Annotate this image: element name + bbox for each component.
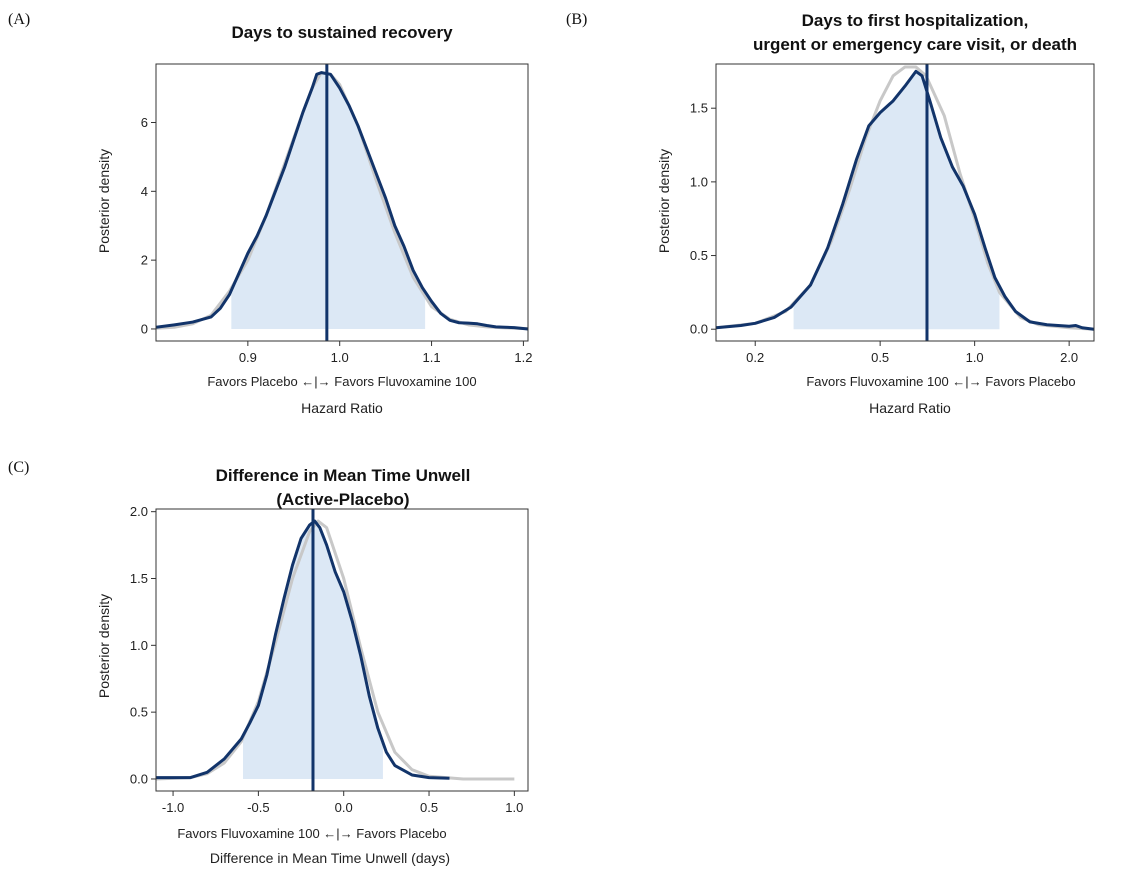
panel-b-title-line-1: Days to first hospitalization, [802, 11, 1029, 30]
panel-a-label: (A) [8, 11, 30, 28]
prior-density-line [156, 519, 515, 781]
panel-b: (B) Days to first hospitalization, urgen… [566, 11, 1095, 416]
x-tick-label: 0.0 [335, 800, 353, 815]
panel-c-y-axis-label: Posterior density [96, 594, 112, 698]
panel-b-direction-note: Favors Fluvoxamine 100 ←|→ Favors Placeb… [806, 374, 1075, 389]
panel-c-x-axis-label: Difference in Mean Time Unwell (days) [210, 850, 450, 866]
panel-b-x-axis-label: Hazard Ratio [869, 400, 951, 416]
y-tick-label: 2.0 [130, 504, 148, 519]
x-tick-label: 0.9 [239, 350, 257, 365]
y-tick-label: 0.5 [690, 248, 708, 263]
x-tick-label: 1.0 [966, 350, 984, 365]
panel-b-plot-area: 0.2 0.5 1.0 2.0 0.0 0.5 1.0 1.5 [690, 63, 1095, 365]
plot-frame [155, 508, 529, 792]
panel-b-y-axis-label: Posterior density [656, 149, 672, 253]
panel-b-title-line-2: urgent or emergency care visit, or death [753, 35, 1077, 54]
plot-frame [715, 63, 1095, 342]
x-tick-label: 1.0 [331, 350, 349, 365]
y-tick-label: 0.5 [130, 705, 148, 720]
y-tick-label: 0.0 [130, 771, 148, 786]
panel-c-label: (C) [8, 459, 29, 476]
panel-a-direction-note: Favors Placebo ←|→ Favors Fluvoxamine 10… [207, 374, 476, 389]
y-tick-label: 1.5 [690, 101, 708, 116]
y-tick-label: 1.0 [130, 638, 148, 653]
plot-inner [716, 64, 1094, 341]
panel-c-title-line-2: (Active-Placebo) [276, 490, 409, 509]
x-tick-label: 0.5 [420, 800, 438, 815]
y-tick-label: 0.0 [690, 322, 708, 337]
panel-b-label: (B) [566, 11, 587, 28]
y-tick-label: 2 [141, 253, 148, 268]
y-tick-label: 1.0 [690, 174, 708, 189]
posterior-density-line [156, 519, 450, 780]
x-tick-label: -0.5 [247, 800, 269, 815]
x-tick-label: 0.5 [871, 350, 889, 365]
panel-c-title-line-1: Difference in Mean Time Unwell [216, 466, 471, 485]
panel-c-plot-area: -1.0 -0.5 0.0 0.5 1.0 0.0 0.5 1.0 1.5 2.0 [130, 504, 529, 815]
x-tick-label: 2.0 [1060, 350, 1078, 365]
x-tick-label: 0.2 [746, 350, 764, 365]
panel-a-y-axis-label: Posterior density [96, 149, 112, 253]
y-tick-label: 4 [141, 184, 148, 199]
x-tick-label: -1.0 [162, 800, 184, 815]
plot-frame [155, 63, 529, 342]
panel-c-direction-note: Favors Fluvoxamine 100 ←|→ Favors Placeb… [177, 826, 446, 841]
y-tick-label: 0 [141, 321, 148, 336]
panel-c: (C) Difference in Mean Time Unwell (Acti… [8, 459, 529, 866]
x-tick-label: 1.2 [514, 350, 532, 365]
x-tick-label: 1.1 [423, 350, 441, 365]
panel-a-plot-area: 0.9 1.0 1.1 1.2 0 2 4 6 [141, 63, 532, 365]
y-tick-label: 6 [141, 115, 148, 130]
panel-a-title: Days to sustained recovery [231, 23, 453, 42]
panel-a-x-axis-label: Hazard Ratio [301, 400, 383, 416]
y-tick-label: 1.5 [130, 571, 148, 586]
plot-inner [156, 509, 515, 791]
x-tick-label: 1.0 [505, 800, 523, 815]
posterior-density-line [156, 71, 528, 331]
panel-a: (A) Days to sustained recovery 0.9 1.0 1.1… [8, 11, 532, 416]
plot-inner [156, 64, 528, 341]
credible-interval-area [793, 71, 1000, 330]
